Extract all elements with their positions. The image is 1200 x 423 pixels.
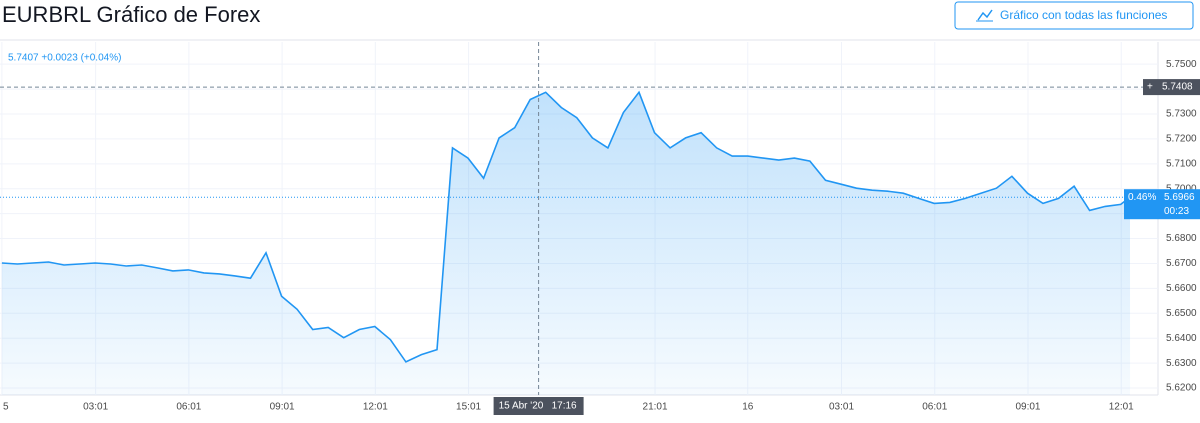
x-tick-label: 12:01 xyxy=(363,402,388,413)
x-tick-label: 15:01 xyxy=(456,402,481,413)
crosshair-time-box xyxy=(493,397,584,415)
y-tick-label: 5.7300 xyxy=(1166,109,1197,120)
y-tick-label: 5.6800 xyxy=(1166,233,1197,244)
y-tick-label: 5.7000 xyxy=(1166,183,1197,194)
y-tick-label: 5.7100 xyxy=(1166,158,1197,169)
price-line xyxy=(1,90,1131,363)
crosshair-price: 5.7408 xyxy=(1162,82,1193,93)
y-tick-label: 5.7200 xyxy=(1166,134,1197,145)
x-tick-label: 16 xyxy=(742,402,754,413)
x-tick-label: 12:01 xyxy=(1109,402,1134,413)
x-tick-label: 09:01 xyxy=(1015,402,1040,413)
y-tick-label: 5.7500 xyxy=(1166,59,1197,70)
crosshair-price-box xyxy=(1143,79,1200,96)
x-tick-label: 06:01 xyxy=(922,402,947,413)
x-tick-label: 03:01 xyxy=(83,402,108,413)
y-tick-label: 5.6400 xyxy=(1166,333,1197,344)
y-tick-label: 5.6200 xyxy=(1166,383,1197,394)
last-price: 5.6966 xyxy=(1164,192,1195,203)
x-tick-label: 21:01 xyxy=(643,402,668,413)
x-tick-label: 09:01 xyxy=(270,402,295,413)
crosshair-time: 17:16 xyxy=(552,401,577,412)
button-icon xyxy=(977,9,993,21)
button-label[interactable]: Gráfico con todas las funciones xyxy=(1000,8,1167,22)
legend: 5.7407 +0.0023 (+0.04%) xyxy=(8,53,121,64)
full-chart-button[interactable] xyxy=(954,1,1194,30)
crosshair-plus: + xyxy=(1147,82,1153,93)
crosshair-date: 15 Abr '20 xyxy=(499,401,544,412)
y-tick-label: 5.6300 xyxy=(1166,358,1197,369)
x-tick-label: 03:01 xyxy=(829,402,854,413)
y-tick-label: 5.6700 xyxy=(1166,258,1197,269)
x-tick-label: 5 xyxy=(3,402,9,413)
last-change: 0.46% xyxy=(1128,192,1156,203)
y-tick-label: 5.6500 xyxy=(1166,308,1197,319)
area-fill xyxy=(1,92,1131,396)
y-tick-label: 5.6600 xyxy=(1166,283,1197,294)
chart-title: EURBRL Gráfico de Forex xyxy=(2,2,260,27)
countdown: 00:23 xyxy=(1164,206,1189,217)
plot xyxy=(1,90,1131,396)
last-price-box xyxy=(1124,189,1200,220)
overlay: 15 Abr '20 17:16 + 5.7408 0.46% 5.6966 00:23 xyxy=(0,42,1200,415)
x-tick-label: 06:01 xyxy=(176,402,201,413)
